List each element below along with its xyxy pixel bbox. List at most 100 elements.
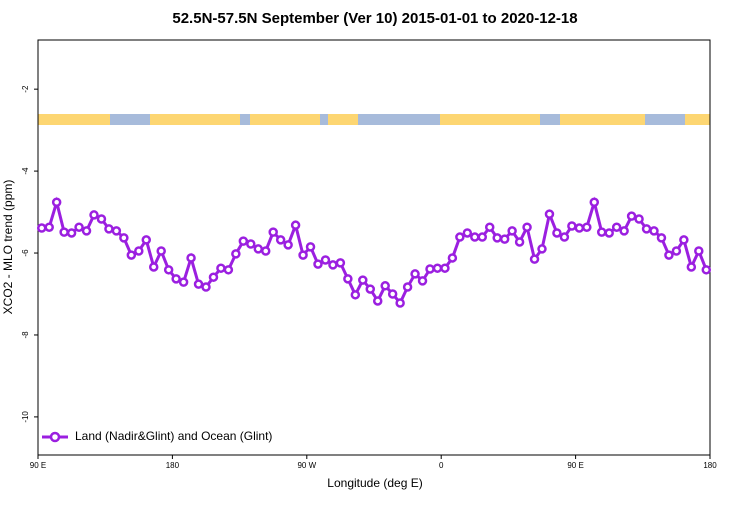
data-point — [514, 237, 525, 247]
data-point — [328, 260, 338, 270]
data-point — [238, 236, 249, 246]
data-point — [529, 254, 540, 264]
y-tick-label: -6 — [21, 249, 30, 257]
x-axis-label: Longitude (deg E) — [327, 476, 422, 490]
data-point — [81, 226, 92, 236]
data-point — [365, 284, 376, 294]
data-point — [634, 214, 644, 224]
data-point — [425, 264, 435, 274]
data-point — [522, 222, 532, 232]
land-band — [150, 114, 240, 125]
data-point — [611, 222, 622, 232]
data-point — [66, 228, 77, 238]
data-point — [305, 242, 316, 252]
data-point — [44, 222, 54, 232]
land-band — [250, 114, 320, 125]
data-point — [686, 262, 697, 272]
data-point — [358, 275, 368, 285]
data-point — [694, 246, 704, 256]
land-band — [328, 114, 358, 125]
data-point — [268, 227, 278, 237]
data-point — [507, 226, 517, 236]
data-point — [701, 265, 712, 275]
data-point — [134, 246, 144, 256]
data-point — [492, 233, 502, 243]
data-point — [96, 214, 107, 224]
data-point — [104, 224, 114, 234]
data-point — [477, 232, 488, 242]
legend-label: Land (Nadir&Glint) and Ocean (Glint) — [75, 429, 272, 443]
data-point — [163, 265, 174, 275]
data-point — [59, 227, 69, 237]
data-point — [231, 249, 241, 259]
legend: Land (Nadir&Glint) and Ocean (Glint) — [42, 429, 272, 443]
data-point — [417, 276, 428, 286]
data-point — [596, 227, 607, 237]
data-point — [395, 298, 405, 308]
data-point — [350, 290, 361, 300]
x-tick-label: 90 W — [297, 461, 316, 470]
data-point — [298, 250, 308, 260]
data-point — [455, 232, 465, 242]
data-point — [447, 253, 458, 263]
data-point — [313, 259, 323, 269]
data-point — [552, 228, 562, 238]
chart-title: 52.5N-57.5N September (Ver 10) 2015-01-0… — [172, 10, 577, 27]
plot-frame — [37, 39, 711, 456]
data-point — [320, 255, 331, 265]
data-point — [141, 235, 152, 245]
data-point — [664, 250, 674, 260]
x-tick-label: 0 — [439, 461, 444, 470]
land-band — [685, 114, 710, 125]
data-point — [567, 221, 577, 231]
data-point — [156, 246, 166, 256]
x-tick-label: 90 E — [567, 461, 583, 470]
data-point — [544, 209, 555, 219]
data-point — [260, 246, 271, 256]
y-tick-label: -10 — [21, 411, 30, 423]
data-point — [484, 222, 495, 232]
surface-strip — [38, 114, 710, 125]
data-point — [626, 211, 637, 221]
data-point — [335, 258, 346, 268]
data-point — [470, 232, 480, 242]
data-point — [387, 289, 398, 299]
data-point — [223, 265, 234, 275]
data-point — [671, 246, 682, 256]
ocean-band — [38, 114, 710, 125]
data-point — [148, 262, 159, 272]
data-point — [589, 197, 600, 207]
land-band — [560, 114, 645, 125]
data-point — [410, 269, 420, 279]
data-point — [51, 197, 62, 207]
data-point — [193, 279, 204, 289]
data-point — [559, 232, 570, 242]
data-point — [343, 274, 353, 284]
x-tick-label: 180 — [166, 461, 180, 470]
data-point — [126, 250, 137, 260]
data-point — [372, 296, 383, 306]
data-point — [283, 240, 293, 250]
y-tick-label: -4 — [21, 167, 30, 175]
data-point — [440, 263, 450, 273]
data-point — [462, 228, 473, 238]
data-point — [619, 226, 629, 236]
data-point — [119, 233, 129, 243]
data-point — [574, 223, 585, 233]
data-point — [201, 282, 211, 292]
data-point — [208, 272, 219, 282]
data-point — [171, 274, 181, 284]
data-point — [290, 220, 301, 230]
data-point — [275, 235, 286, 245]
data-point — [656, 233, 667, 243]
data-point — [186, 253, 196, 263]
data-point — [74, 222, 84, 232]
data-point — [499, 234, 510, 244]
y-axis-label: XCO2 - MLO trend (ppm) — [1, 180, 15, 315]
y-tick-label: -8 — [21, 331, 30, 339]
land-band — [440, 114, 540, 125]
data-point — [111, 226, 122, 236]
data-point — [36, 223, 47, 233]
